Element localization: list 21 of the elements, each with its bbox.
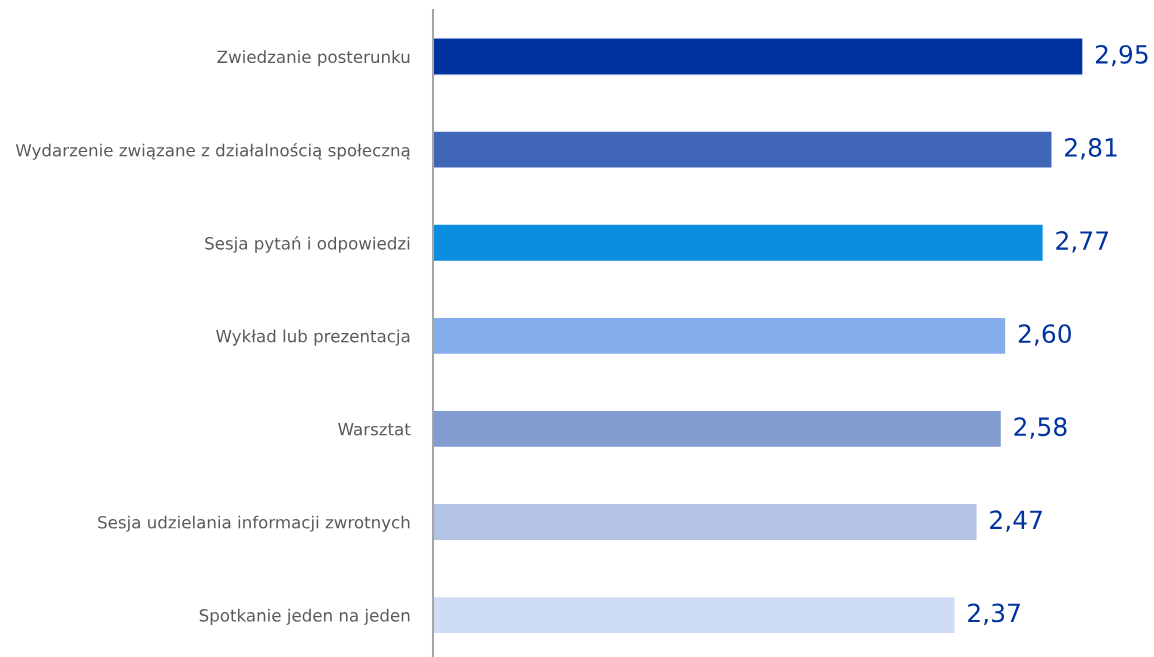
bar — [433, 595, 956, 635]
data-label: 2,37 — [968, 603, 1020, 625]
data-label: 2,77 — [1056, 231, 1108, 253]
bar — [433, 223, 1045, 263]
data-label: 2,47 — [990, 510, 1042, 532]
bar — [433, 502, 978, 542]
data-label: 2,81 — [1065, 137, 1117, 160]
bar — [433, 130, 1053, 169]
data-label: 2,95 — [1095, 44, 1148, 67]
data-label: 2,58 — [1014, 417, 1067, 439]
y-tick-label: Zwiedzanie posterunku — [217, 50, 410, 67]
y-tick-label: Sesja udzielania informacji zwrotnych — [98, 515, 410, 532]
bar — [433, 316, 1007, 356]
y-tick-label: Spotkanie jeden na jeden — [199, 608, 410, 625]
bar — [433, 409, 1003, 449]
y-tick-label: Wydarzenie związane z działalnością społeczną — [15, 142, 410, 160]
bar — [433, 37, 1083, 76]
data-label: 2,60 — [1018, 324, 1071, 346]
y-tick-label: Sesja pytań i odpowiedzi — [205, 236, 410, 253]
y-tick-label: Wykład lub prezentacja — [216, 329, 410, 346]
y-tick-label: Warsztat — [338, 423, 411, 436]
